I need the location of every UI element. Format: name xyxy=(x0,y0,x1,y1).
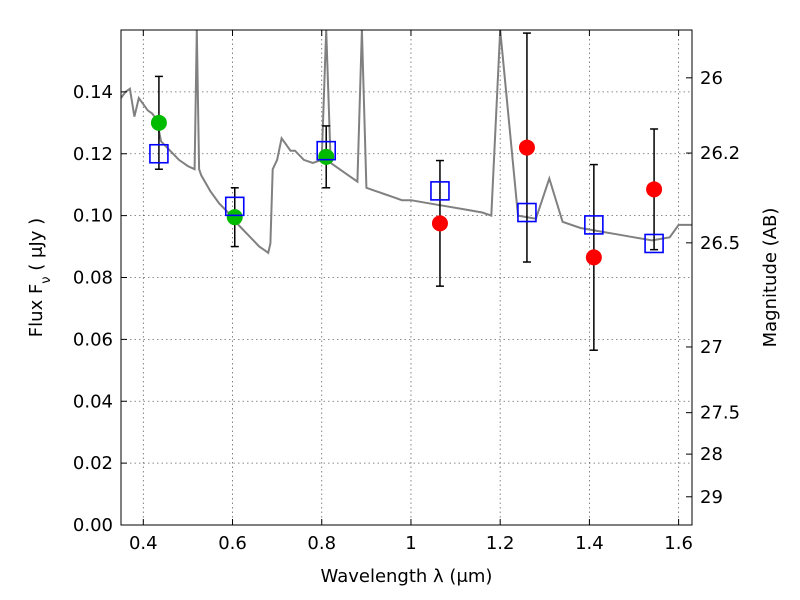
magnitude-tick-label: 27.5 xyxy=(700,403,740,424)
x-tick-label: 1.2 xyxy=(486,533,515,554)
model-photometry-square xyxy=(430,181,450,201)
observed-point xyxy=(518,139,535,156)
y-tick-label: 0.04 xyxy=(73,391,113,412)
magnitude-tick-label: 28 xyxy=(700,444,723,465)
x-tick-label: 0.8 xyxy=(307,533,336,554)
observed-point xyxy=(585,249,602,266)
x-tick-label: 1.6 xyxy=(664,533,693,554)
y-tick-label: 0.02 xyxy=(73,453,113,474)
magnitude-tick-label: 29 xyxy=(700,487,723,508)
magnitude-axis-label: Magnitude (AB) xyxy=(760,208,781,348)
grid-lines xyxy=(121,30,692,526)
model-photometry-square xyxy=(316,140,337,161)
x-axis-label: Wavelength λ (μm) xyxy=(321,566,493,587)
y-tick-label: 0.08 xyxy=(73,268,113,289)
plot-area xyxy=(121,30,692,255)
model-photometry-square xyxy=(644,233,664,254)
y-tick-label: 0.00 xyxy=(73,515,113,536)
magnitude-tick-label: 26.2 xyxy=(700,143,740,164)
magnitude-tick-label: 27 xyxy=(700,337,723,358)
magnitude-tick-label: 26.5 xyxy=(700,233,740,254)
data-points xyxy=(149,32,664,351)
y-tick-label: 0.12 xyxy=(73,144,113,165)
model-photometry-square xyxy=(584,215,604,235)
y-tick-label: 0.10 xyxy=(73,206,113,227)
model-photometry-square xyxy=(149,143,169,164)
y-tick-label: 0.14 xyxy=(73,82,113,103)
x-tick-label: 1 xyxy=(405,533,416,554)
model-photometry-square xyxy=(517,202,537,223)
axis-ticks: 0.4 0.6 0.8 1 1.2 1.4 1.6 0.00 0.02 0.04 0.06 0.08 0… xyxy=(73,30,740,554)
y-axis-label: Flux Fν ( μJy ) xyxy=(26,218,54,337)
x-tick-label: 0.6 xyxy=(218,533,247,554)
y-tick-label: 0.06 xyxy=(73,329,113,350)
detected-point xyxy=(226,209,243,226)
x-tick-label: 0.4 xyxy=(129,533,158,554)
detected-point xyxy=(150,114,167,131)
observed-point xyxy=(646,181,663,198)
observed-point xyxy=(431,215,448,232)
model-photometry-square xyxy=(224,196,245,217)
x-tick-label: 1.4 xyxy=(575,533,604,554)
magnitude-tick-label: 26 xyxy=(700,68,723,89)
model-spectrum-line xyxy=(121,30,692,255)
detected-point xyxy=(318,148,335,165)
